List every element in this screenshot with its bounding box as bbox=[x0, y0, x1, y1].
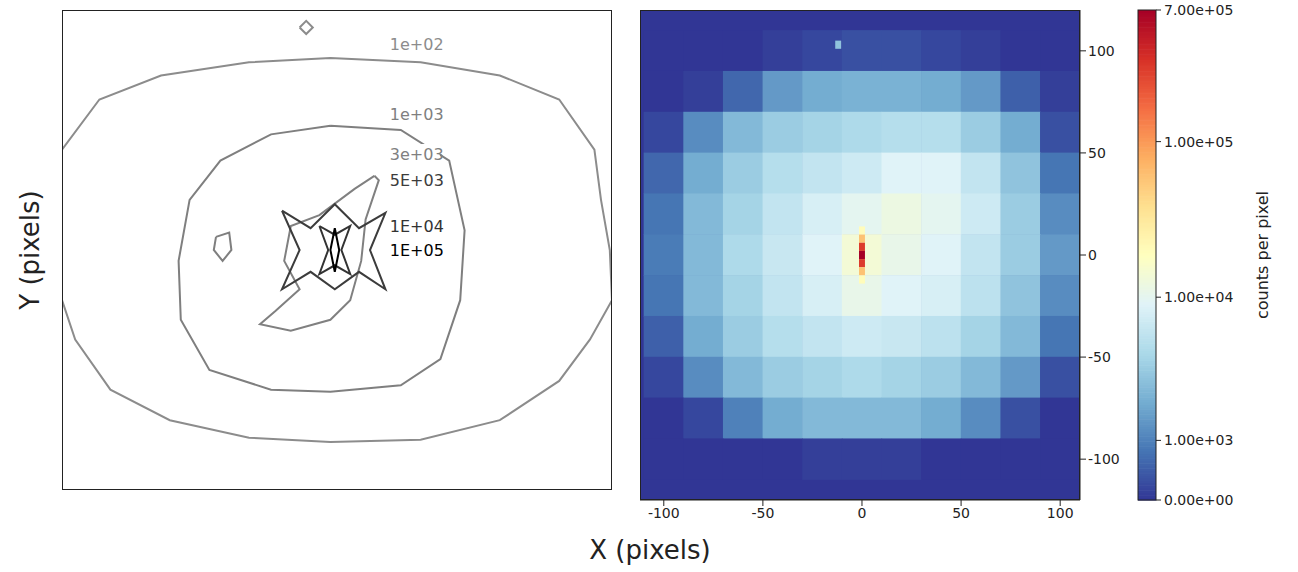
svg-text:7.00e+05: 7.00e+05 bbox=[1164, 2, 1233, 18]
svg-text:1.00e+05: 1.00e+05 bbox=[1164, 134, 1233, 150]
svg-text:-50: -50 bbox=[751, 505, 774, 521]
svg-text:1.00e+03: 1.00e+03 bbox=[1164, 432, 1233, 448]
svg-text:1E+05: 1E+05 bbox=[390, 241, 444, 260]
svg-text:1E+04: 1E+04 bbox=[390, 217, 444, 236]
svg-text:0: 0 bbox=[858, 505, 867, 521]
svg-text:5E+03: 5E+03 bbox=[390, 171, 444, 190]
svg-text:-100: -100 bbox=[648, 505, 680, 521]
svg-text:-100: -100 bbox=[1088, 451, 1120, 467]
svg-text:0.00e+00: 0.00e+00 bbox=[1164, 492, 1233, 508]
svg-text:0: 0 bbox=[1088, 247, 1097, 263]
svg-text:100: 100 bbox=[1088, 43, 1115, 59]
svg-text:Y (pixels): Y (pixels) bbox=[15, 190, 45, 311]
svg-text:1e+03: 1e+03 bbox=[390, 105, 444, 124]
svg-text:X (pixels): X (pixels) bbox=[589, 535, 710, 565]
svg-text:100: 100 bbox=[1047, 505, 1074, 521]
svg-text:3e+03: 3e+03 bbox=[390, 145, 444, 164]
svg-text:counts per pixel: counts per pixel bbox=[1253, 191, 1272, 319]
svg-text:1.00e+04: 1.00e+04 bbox=[1164, 289, 1233, 305]
svg-text:1e+02: 1e+02 bbox=[390, 35, 444, 54]
svg-text:50: 50 bbox=[1088, 145, 1106, 161]
svg-text:-50: -50 bbox=[1088, 349, 1111, 365]
svg-text:50: 50 bbox=[952, 505, 970, 521]
